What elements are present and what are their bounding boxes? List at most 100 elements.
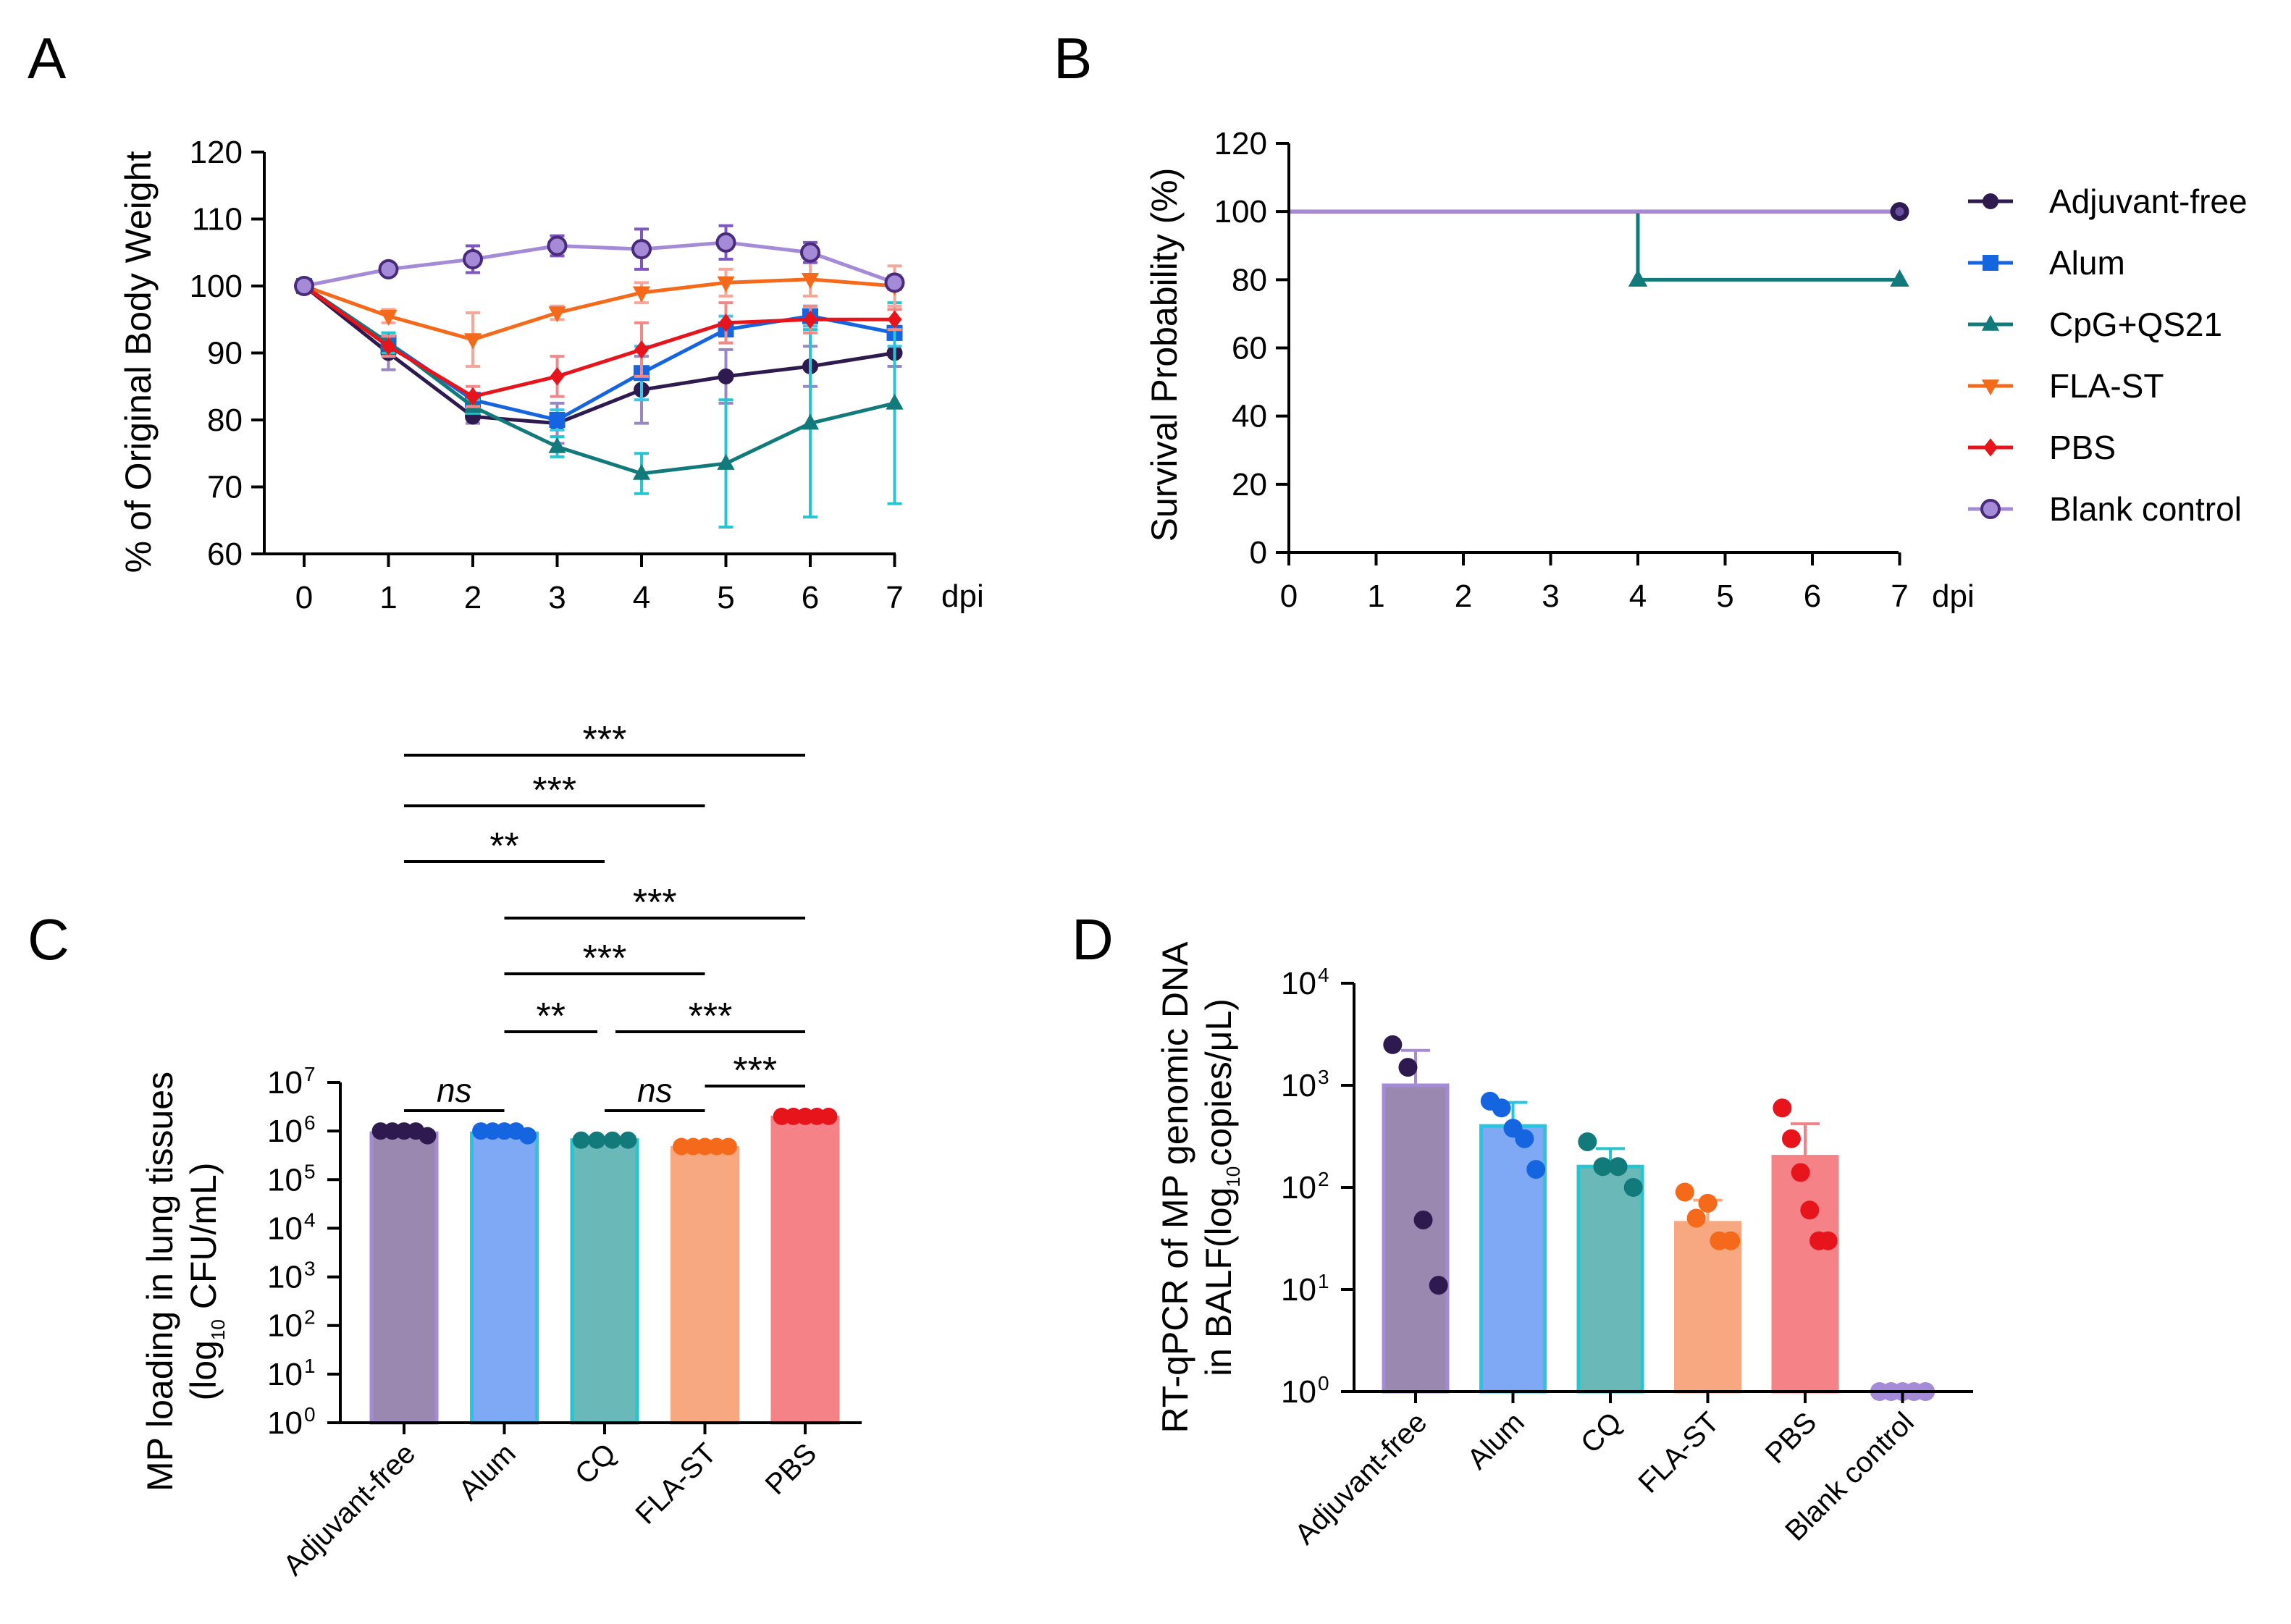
data-point: [381, 337, 396, 355]
data-point: [1623, 1178, 1643, 1197]
data-point: [1721, 1231, 1741, 1250]
x-category-label: PBS: [1760, 1406, 1823, 1470]
data-point: [548, 437, 566, 453]
y-tick-label: 120: [1214, 126, 1267, 161]
x-category-label: CQ: [569, 1437, 623, 1491]
comparison-0-3: ***: [404, 770, 705, 812]
data-point: [619, 1131, 637, 1149]
data-point: [820, 1107, 838, 1125]
legend-marker: [1983, 193, 1998, 209]
y-tick-label: 70: [207, 470, 243, 505]
data-point: [1398, 1058, 1418, 1077]
bar: [470, 1131, 539, 1425]
data-point: [801, 272, 820, 289]
data-point: [1383, 1035, 1403, 1054]
bar: [1674, 1221, 1741, 1394]
bar: [1771, 1155, 1839, 1394]
significance-label: ns: [637, 1072, 673, 1109]
x-tick-label: 7: [886, 580, 903, 615]
significance-label: **: [537, 996, 566, 1038]
bar: [1576, 1164, 1644, 1394]
y-tick-label: 20: [1232, 467, 1267, 502]
panel-c-y-label-sub: 10: [207, 1319, 229, 1340]
data-point: [800, 242, 820, 263]
data-point: [1791, 1163, 1810, 1182]
data-point: [547, 235, 568, 256]
data-point: [715, 232, 736, 253]
y-tick-label: 80: [207, 403, 243, 438]
y-tick-label: 100: [1214, 194, 1267, 230]
series-line: [303, 240, 896, 288]
y-tick-label: 10: [267, 1114, 303, 1149]
y-tick-label: 10: [267, 1260, 303, 1295]
data-point: [549, 412, 566, 428]
data-point: [1686, 1208, 1706, 1228]
comparison-2-4: ***: [615, 996, 805, 1038]
x-tick-label: 6: [1804, 579, 1821, 614]
data-point: [1526, 1160, 1546, 1179]
panel-b-x-ticks: 0 1 2 3 4 5 6 7: [1280, 552, 1909, 614]
y-tick-exponent: 0: [1318, 1372, 1329, 1394]
y-tick-label: 10: [1281, 1068, 1316, 1103]
data-point: [518, 1127, 537, 1145]
data-point: [1773, 1098, 1792, 1118]
bar: [570, 1138, 639, 1425]
legend-item-adjuvant-free: Adjuvant-free: [1968, 182, 2248, 220]
y-tick-label: 40: [1232, 399, 1267, 434]
comparison-3-4: ***: [705, 1050, 805, 1092]
legend-marker: [1983, 438, 1998, 457]
data-point: [1492, 1098, 1511, 1118]
legend-item-alum: Alum: [1968, 244, 2125, 282]
panel-b-y-ticks: 0 20 40 60 80 100 120: [1214, 126, 1289, 571]
y-tick-exponent: 5: [304, 1160, 316, 1182]
y-tick-label: 10: [267, 1162, 303, 1198]
panel-d-y-axis-label-line1: RT-qPCR of MP genomic DNA: [1155, 941, 1195, 1434]
x-tick-label: 4: [1629, 579, 1647, 614]
y-tick-label: 10: [267, 1211, 303, 1246]
data-point: [378, 258, 399, 279]
x-tick-label: 4: [633, 580, 650, 615]
data-point: [466, 387, 480, 406]
x-tick-label: 0: [1280, 579, 1298, 614]
panel-d-y-label-post: copies/μL): [1198, 998, 1239, 1166]
y-tick-exponent: 4: [1318, 964, 1329, 986]
panel-a-body-weight-chart: % of Original Body Weight 60708090100110…: [118, 135, 984, 615]
data-point: [717, 276, 735, 293]
y-tick-label: 0: [1250, 535, 1267, 571]
x-tick-label: 3: [1542, 579, 1559, 614]
x-tick-label: 1: [379, 580, 397, 615]
panel-b-x-unit: dpi: [1932, 579, 1975, 614]
panel-b-plot-area: [1289, 202, 1909, 287]
x-category-label: Alum: [1461, 1406, 1531, 1476]
panel-a-x-ticks: 0 1 2 3 4 5 6 7: [295, 554, 904, 615]
y-tick-label: 120: [190, 135, 243, 170]
end-markers: [1890, 202, 1909, 222]
x-category-label: Alum: [453, 1437, 522, 1507]
data-point: [1890, 269, 1909, 287]
x-tick-label: 0: [295, 580, 313, 615]
bar-group-alum: [470, 1122, 539, 1425]
data-point: [548, 306, 566, 323]
panel-c-y-axis-label-line2: (log10 CFU/mL): [183, 1163, 229, 1401]
data-point: [1413, 1210, 1433, 1229]
panel-a-plot-area: [294, 224, 905, 529]
y-tick-label: 10: [1281, 1170, 1316, 1206]
bar: [1382, 1083, 1450, 1394]
panel-d-y-label-sub: 10: [1222, 1166, 1244, 1187]
y-tick-exponent: 7: [304, 1063, 316, 1085]
y-tick-exponent: 2: [1318, 1168, 1329, 1190]
panel-d-y-axis-label-line2: in BALF(log10copies/μL): [1198, 998, 1244, 1376]
bar-group-cq: [1576, 1132, 1644, 1394]
y-tick-label: 10: [1281, 1374, 1316, 1410]
data-point: [1818, 1231, 1838, 1250]
y-tick-label: 110: [192, 202, 243, 237]
data-point: [588, 1131, 606, 1149]
x-category-label: FLA-ST: [1632, 1406, 1725, 1499]
data-point: [1675, 1182, 1694, 1202]
bar: [671, 1145, 739, 1425]
bar-group-fla-st: [1674, 1182, 1741, 1394]
data-point: [1781, 1129, 1801, 1148]
panel-a-x-unit: dpi: [941, 579, 984, 614]
comparison-0-4: ***: [404, 719, 805, 761]
